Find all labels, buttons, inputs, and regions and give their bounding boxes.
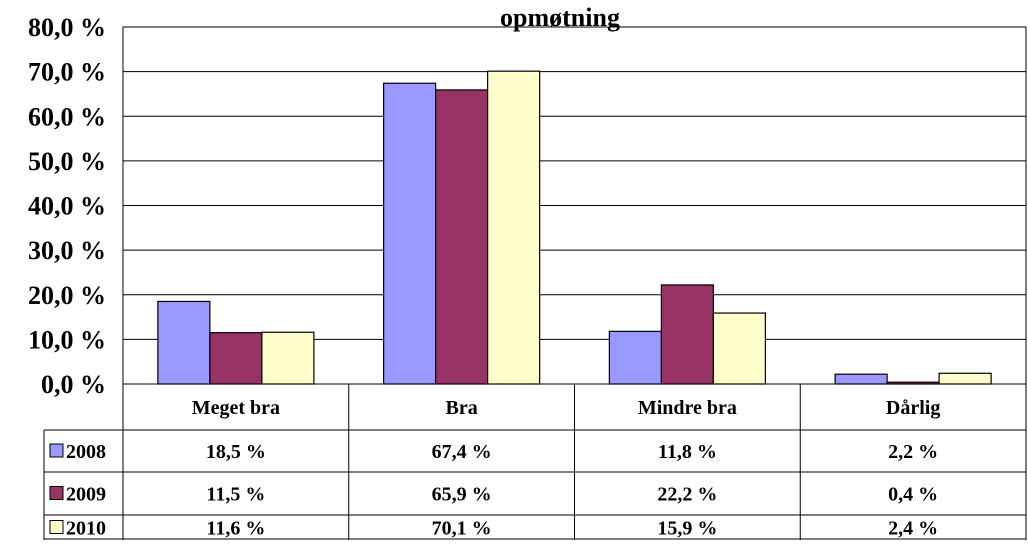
bars (157, 70, 992, 385)
data-label: 70,1 % (432, 518, 492, 540)
legend-label-2010: 2010 (66, 518, 106, 540)
data-table: Meget bra Bra Mindre bra Dårlig 2008 18,5 % 67… (43, 384, 1027, 540)
data-label: 11,8 % (658, 441, 717, 463)
legend-swatch-2010 (49, 520, 64, 534)
bar-2010-1 (487, 70, 541, 385)
y-tick-label: 10,0 % (28, 325, 106, 354)
y-tick-label: 0,0 % (41, 370, 106, 399)
data-label: 22,2 % (657, 484, 717, 506)
y-tick-label: 40,0 % (28, 192, 106, 221)
legend-label-2008: 2008 (66, 441, 106, 463)
y-tick-label: 80,0 % (28, 13, 106, 42)
gridlines (122, 26, 1027, 385)
chart-title: opmøtning (500, 3, 620, 32)
category-label: Meget bra (192, 397, 280, 419)
category-label: Bra (446, 397, 478, 419)
bar-2008-3 (834, 373, 888, 385)
bar-2010-2 (712, 312, 766, 385)
bar-2008-2 (608, 330, 662, 385)
y-tick-label: 60,0 % (28, 102, 106, 131)
category-label: Mindre bra (638, 397, 737, 419)
y-tick-label: 20,0 % (28, 281, 106, 310)
legend-swatch-2008 (49, 443, 64, 458)
y-tick-label: 50,0 % (28, 147, 106, 176)
data-label: 67,4 % (432, 441, 492, 463)
data-label: 15,9 % (657, 518, 717, 540)
data-label: 65,9 % (432, 484, 492, 506)
data-label: 2,2 % (888, 441, 938, 463)
bar-2009-1 (435, 89, 489, 385)
bar-2008-1 (383, 82, 437, 385)
legend-label-2009: 2009 (66, 484, 106, 506)
bar-2010-0 (261, 331, 315, 385)
data-label: 0,4 % (888, 484, 938, 506)
bar-2009-2 (660, 284, 714, 385)
y-axis-ticks: 0,0 % 10,0 % 20,0 % 30,0 % 40,0 % 50,0 % 60,0 … (28, 13, 106, 399)
data-label: 11,6 % (206, 518, 265, 540)
category-label: Dårlig (886, 397, 940, 419)
bar-2009-3 (886, 381, 940, 385)
data-label: 18,5 % (206, 441, 266, 463)
bar-2010-3 (938, 372, 992, 385)
data-label: 2,4 % (888, 518, 938, 540)
y-tick-label: 70,0 % (28, 58, 106, 87)
bar-2009-0 (209, 332, 263, 385)
bar-2008-0 (157, 300, 211, 385)
y-tick-label: 30,0 % (28, 236, 106, 265)
legend-swatch-2009 (49, 486, 64, 500)
data-label: 11,5 % (206, 484, 265, 506)
